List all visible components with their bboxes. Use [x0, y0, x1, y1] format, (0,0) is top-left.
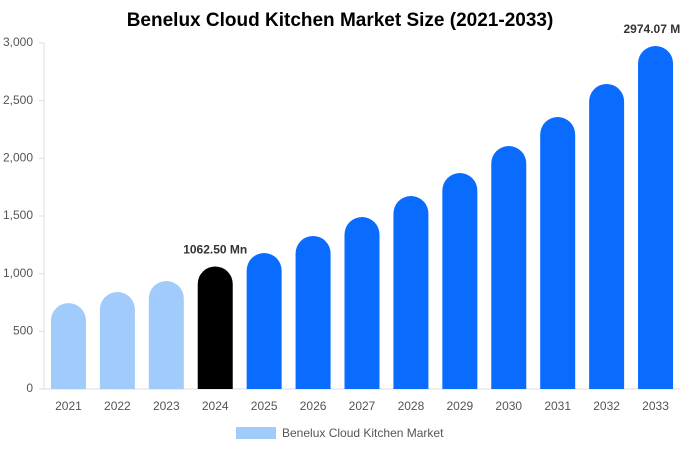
bar [491, 145, 527, 389]
bar [540, 117, 576, 389]
x-tick-label: 2025 [251, 399, 278, 413]
x-tick-label: 2027 [349, 399, 376, 413]
data-label: 1062.50 Mn [183, 243, 247, 257]
x-tick-label: 2033 [642, 399, 669, 413]
x-tick-label: 2024 [202, 399, 229, 413]
y-tick-label: 2,000 [3, 151, 33, 165]
bar [589, 83, 625, 390]
bar [50, 303, 86, 389]
legend-swatch [236, 427, 276, 439]
bar [638, 45, 674, 389]
data-label: 2974.07 Mn [624, 22, 680, 36]
x-tick-label: 2021 [55, 399, 82, 413]
x-tick-label: 2028 [398, 399, 425, 413]
x-tick-label: 2031 [544, 399, 571, 413]
bar [295, 235, 331, 389]
x-tick-label: 2030 [495, 399, 522, 413]
bar [442, 172, 478, 389]
y-tick-label: 500 [13, 324, 33, 338]
bar [197, 266, 233, 389]
bar [246, 253, 282, 389]
y-tick-label: 1,500 [3, 208, 33, 222]
bar [148, 281, 184, 389]
bar [393, 196, 429, 389]
y-tick-label: 2,500 [3, 93, 33, 107]
y-tick-label: 3,000 [3, 35, 33, 49]
x-tick-label: 2023 [153, 399, 180, 413]
y-tick-label: 1,000 [3, 266, 33, 280]
x-tick-label: 2032 [593, 399, 620, 413]
x-tick-label: 2022 [104, 399, 131, 413]
x-tick-label: 2026 [300, 399, 327, 413]
bar [344, 217, 380, 389]
legend-label: Benelux Cloud Kitchen Market [282, 426, 444, 440]
bar [99, 292, 135, 389]
y-tick-label: 0 [26, 381, 33, 395]
x-tick-label: 2029 [446, 399, 473, 413]
chart-title: Benelux Cloud Kitchen Market Size (2021-… [127, 10, 554, 31]
